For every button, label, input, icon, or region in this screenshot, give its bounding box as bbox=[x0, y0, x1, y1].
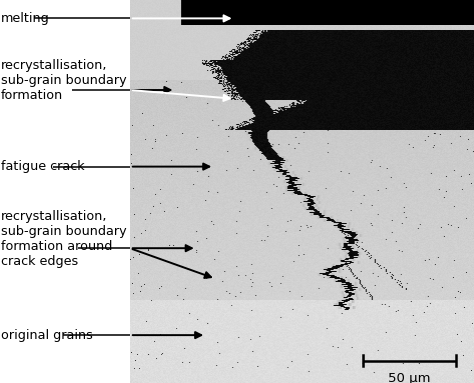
Text: fatigue crack: fatigue crack bbox=[1, 160, 84, 173]
Text: recrystallisation,
sub-grain boundary
formation around
crack edges: recrystallisation, sub-grain boundary fo… bbox=[1, 210, 127, 268]
Text: 50 μm: 50 μm bbox=[388, 372, 431, 383]
Text: melting: melting bbox=[1, 12, 50, 25]
Text: original grains: original grains bbox=[1, 329, 93, 342]
Text: recrystallisation,
sub-grain boundary
formation: recrystallisation, sub-grain boundary fo… bbox=[1, 59, 127, 102]
